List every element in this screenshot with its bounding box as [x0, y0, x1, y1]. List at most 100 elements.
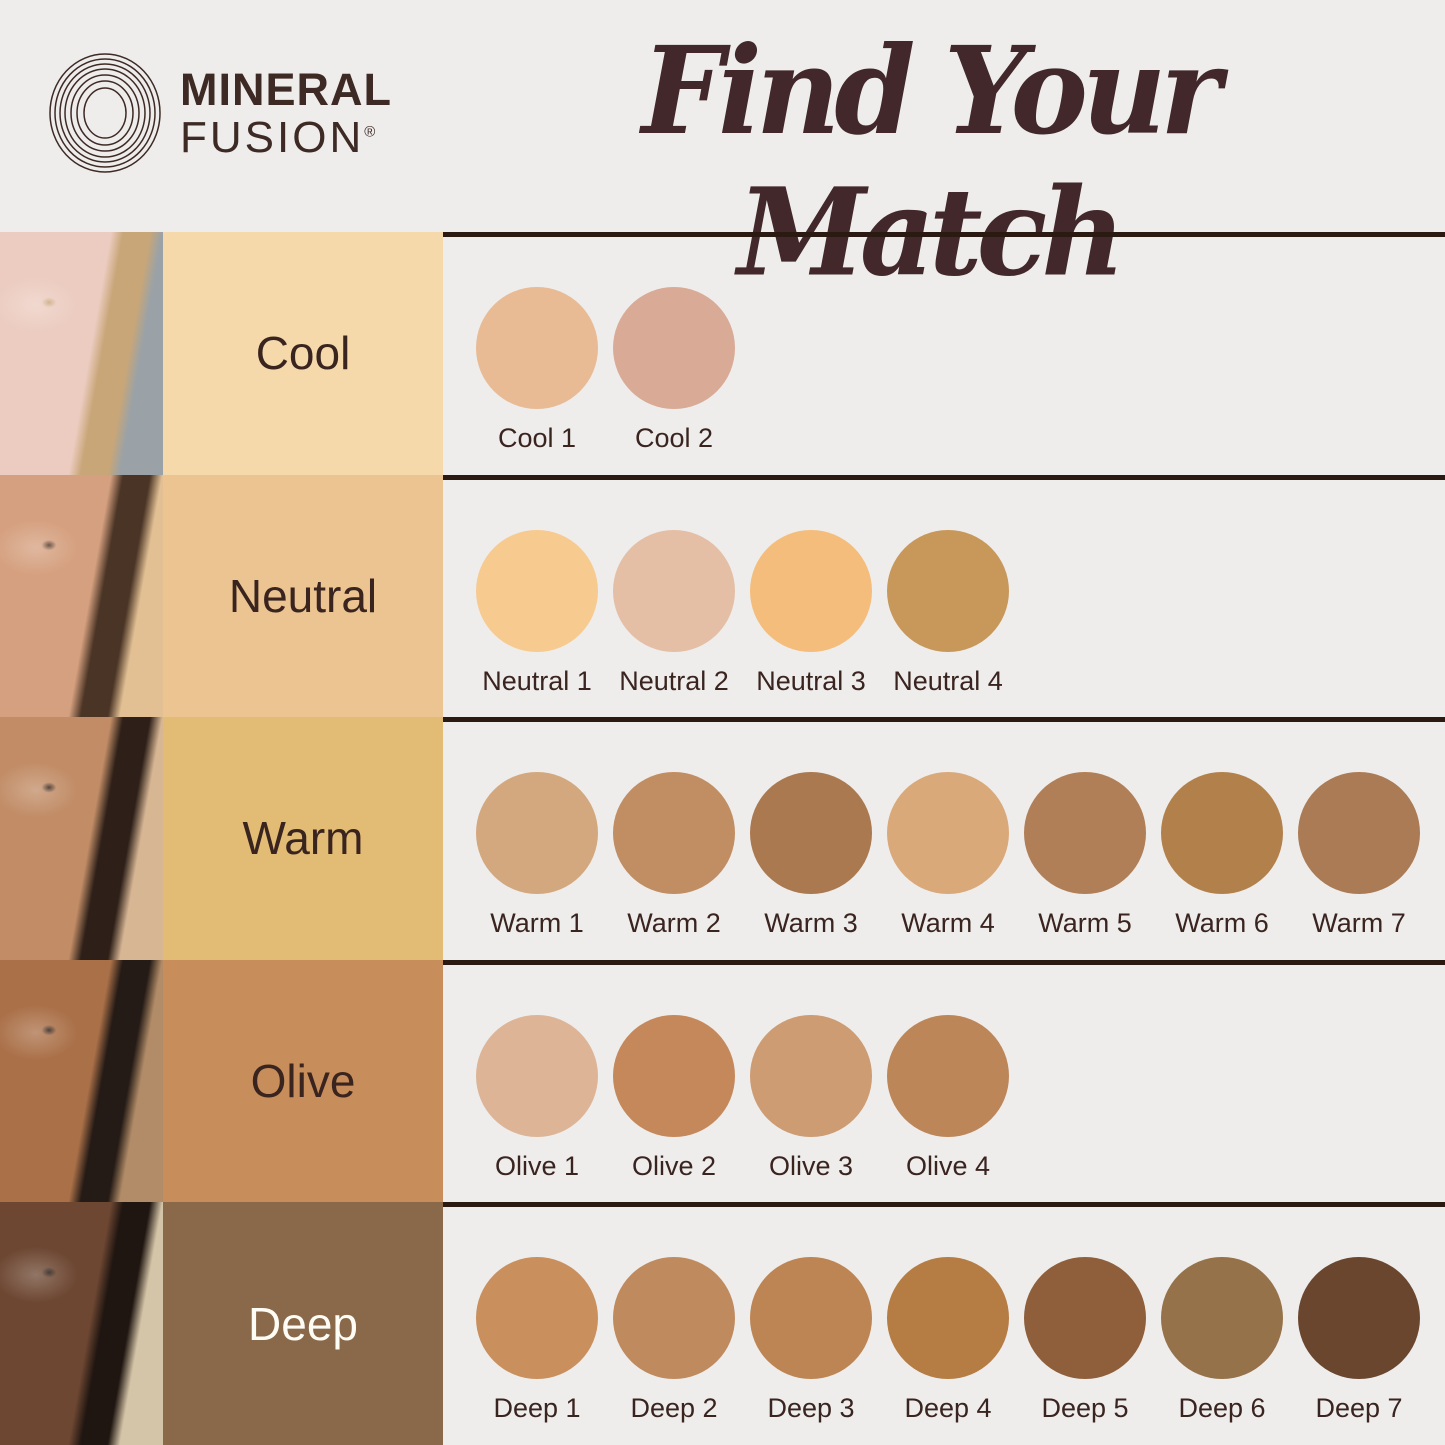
row-label-cool: Cool [163, 232, 443, 475]
swatch-area: Olive 1 Olive 2 Olive 3 Olive 4 [443, 959, 1445, 1203]
row-label-deep: Deep [163, 1202, 443, 1445]
shade-swatch-deep-7: Deep 7 [1298, 1257, 1420, 1424]
shade-circle [1298, 1257, 1420, 1380]
shade-swatch-warm-3: Warm 3 [750, 772, 872, 939]
shade-name: Warm 3 [764, 908, 858, 939]
shade-name: Cool 2 [634, 423, 714, 453]
swatch-area: Warm 1 Warm 2 Warm 3 Warm 4 Warm 5 Warm … [443, 717, 1445, 960]
shade-name: Deep 6 [1178, 1393, 1266, 1424]
shade-row-warm: Warm Warm 1 Warm 2 Warm 3 Warm 4 Warm 5 … [0, 717, 1445, 960]
shade-circle [750, 772, 872, 895]
swatch-area: Cool 1 Cool 2 [443, 232, 1445, 475]
shade-name: Deep 4 [904, 1393, 992, 1424]
brand-name: MINERAL FUSION® [180, 67, 392, 160]
face-photo-neutral [0, 474, 163, 718]
swatch-area: Neutral 1 Neutral 2 Neutral 3 Neutral 4 [443, 474, 1445, 718]
shade-name: Cool 1 [497, 423, 577, 453]
shade-name: Olive 4 [905, 1150, 991, 1181]
shade-circle [613, 529, 735, 652]
shade-name: Olive 3 [768, 1150, 854, 1181]
shade-circle [887, 772, 1009, 895]
brand-name-line1: MINERAL [180, 63, 392, 115]
shade-swatch-olive-4: Olive 4 [887, 1014, 1009, 1182]
shade-circle [1298, 772, 1420, 895]
shade-name: Olive 2 [631, 1150, 717, 1181]
shade-name: Warm 1 [490, 908, 584, 939]
registered-mark: ® [364, 122, 376, 140]
shade-circle [1024, 1257, 1146, 1380]
shade-circle [1024, 772, 1146, 895]
brand-logo: MINERAL FUSION® [46, 52, 392, 174]
shade-circle [613, 287, 735, 409]
shade-circle [476, 1014, 598, 1137]
shade-name: Deep 1 [493, 1393, 581, 1424]
shade-row-cool: Cool Cool 1 Cool 2 [0, 232, 1445, 475]
shade-swatch-neutral-3: Neutral 3 [750, 529, 872, 697]
shade-name: Warm 2 [627, 908, 721, 939]
shade-swatch-warm-4: Warm 4 [887, 772, 1009, 939]
shade-swatch-deep-5: Deep 5 [1024, 1257, 1146, 1424]
shade-name: Warm 4 [901, 908, 995, 939]
shade-swatch-warm-2: Warm 2 [613, 772, 735, 939]
shade-circle [476, 1257, 598, 1380]
shade-row-neutral: Neutral Neutral 1 Neutral 2 Neutral 3 Ne… [0, 474, 1445, 718]
shade-swatch-warm-5: Warm 5 [1024, 772, 1146, 939]
shade-name: Neutral 2 [619, 665, 729, 696]
shade-swatch-deep-2: Deep 2 [613, 1257, 735, 1424]
brand-name-line2: FUSION® [180, 112, 376, 162]
shade-swatch-cool-2: Cool 2 [613, 287, 735, 454]
shade-swatch-neutral-2: Neutral 2 [613, 529, 735, 697]
shade-circle [476, 772, 598, 895]
shade-swatch-olive-3: Olive 3 [750, 1014, 872, 1182]
shade-circle [750, 1257, 872, 1380]
shade-circle [476, 287, 598, 409]
swatch-area: Deep 1 Deep 2 Deep 3 Deep 4 Deep 5 Deep … [443, 1202, 1445, 1445]
row-label-warm: Warm [163, 717, 443, 960]
shade-name: Neutral 4 [893, 665, 1003, 696]
shade-name: Neutral 3 [756, 665, 866, 696]
shade-circle [887, 1014, 1009, 1137]
shade-circle [613, 1014, 735, 1137]
shade-circle [1161, 1257, 1283, 1380]
shade-circle [750, 1014, 872, 1137]
shade-swatch-neutral-4: Neutral 4 [887, 529, 1009, 697]
logo-rings-icon [49, 53, 161, 173]
header: MINERAL FUSION® Find Your Match [0, 0, 1445, 303]
shade-swatch-deep-1: Deep 1 [476, 1257, 598, 1424]
shade-circle [613, 772, 735, 895]
shade-name: Deep 7 [1315, 1393, 1403, 1424]
shade-name: Warm 5 [1038, 908, 1132, 939]
shade-name: Deep 2 [630, 1393, 718, 1424]
shade-circle [750, 529, 872, 652]
shade-swatch-deep-3: Deep 3 [750, 1257, 872, 1424]
shade-name: Neutral 1 [482, 665, 592, 696]
shade-circle [613, 1257, 735, 1380]
shade-swatch-warm-1: Warm 1 [476, 772, 598, 939]
shade-row-deep: Deep Deep 1 Deep 2 Deep 3 Deep 4 Deep 5 … [0, 1202, 1445, 1445]
shade-name: Warm 7 [1312, 908, 1406, 939]
row-label-neutral: Neutral [163, 474, 443, 718]
shade-name: Deep 3 [767, 1393, 855, 1424]
face-photo-warm [0, 717, 163, 960]
shade-circle [887, 1257, 1009, 1380]
shade-circle [476, 529, 598, 652]
shade-swatch-deep-4: Deep 4 [887, 1257, 1009, 1424]
face-photo-olive [0, 959, 163, 1203]
face-photo-deep [0, 1202, 163, 1445]
shade-swatch-deep-6: Deep 6 [1161, 1257, 1283, 1424]
shade-table: Cool Cool 1 Cool 2 Neutral Neutral 1 Neu… [0, 232, 1445, 1445]
shade-swatch-olive-1: Olive 1 [476, 1014, 598, 1182]
shade-swatch-warm-6: Warm 6 [1161, 772, 1283, 939]
row-label-olive: Olive [163, 959, 443, 1203]
shade-row-olive: Olive Olive 1 Olive 2 Olive 3 Olive 4 [0, 959, 1445, 1203]
shade-circle [887, 529, 1009, 652]
face-photo-cool [0, 232, 163, 475]
shade-swatch-warm-7: Warm 7 [1298, 772, 1420, 939]
shade-circle [1161, 772, 1283, 895]
shade-swatch-cool-1: Cool 1 [476, 287, 598, 454]
shade-name: Deep 5 [1041, 1393, 1129, 1424]
shade-swatch-olive-2: Olive 2 [613, 1014, 735, 1182]
shade-name: Warm 6 [1175, 908, 1269, 939]
shade-name: Olive 1 [494, 1150, 580, 1181]
